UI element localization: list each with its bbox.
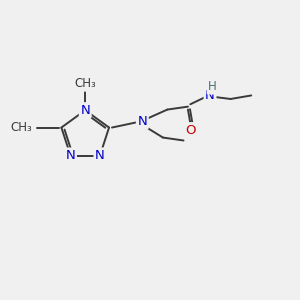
Text: CH₃: CH₃: [10, 121, 32, 134]
Text: N: N: [80, 104, 90, 117]
Text: O: O: [186, 124, 196, 137]
Text: H: H: [208, 80, 217, 93]
Text: N: N: [95, 149, 105, 162]
Text: N: N: [205, 89, 215, 102]
Text: CH₃: CH₃: [74, 77, 96, 90]
Text: N: N: [137, 115, 147, 128]
Text: N: N: [66, 149, 75, 162]
